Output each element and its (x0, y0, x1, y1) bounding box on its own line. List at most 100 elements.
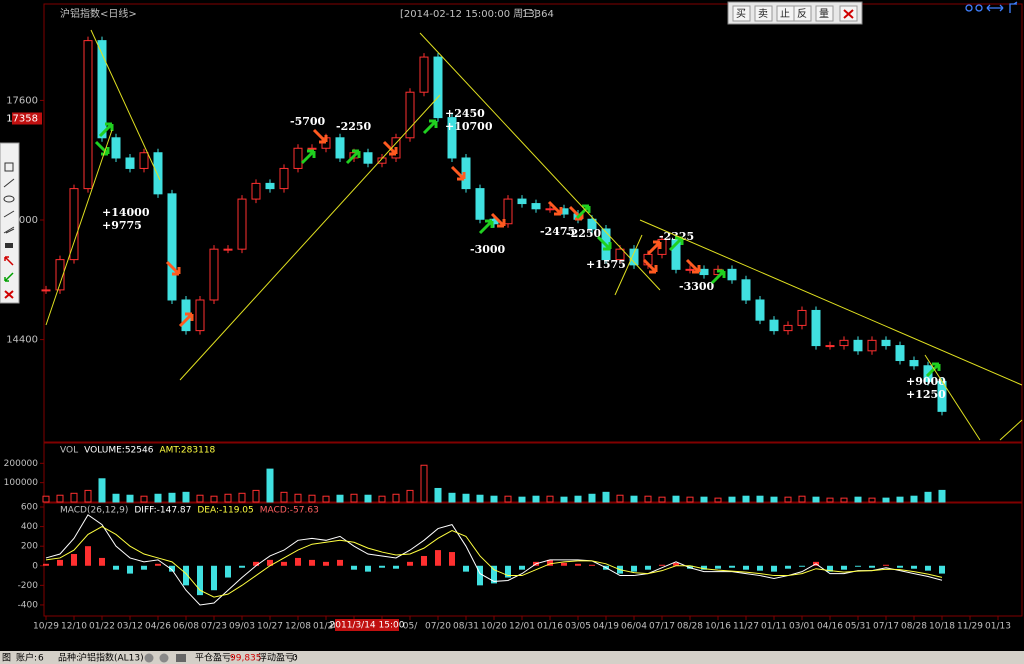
trade-label: -2250 (566, 227, 602, 240)
trade-label: +9775 (102, 219, 142, 232)
x-tick-label: 06/04 (621, 622, 647, 632)
buy-label[interactable]: 买 (736, 8, 746, 20)
volume-bar (350, 493, 358, 503)
minus-button[interactable] (144, 653, 154, 663)
tool-delete[interactable] (4, 290, 14, 299)
volume-bar (84, 489, 92, 503)
y-tick-label: 16000 (6, 215, 38, 226)
macd-bar (757, 565, 763, 571)
volume-bar (420, 464, 428, 503)
volume-label[interactable]: 量 (819, 8, 829, 20)
trade-arrow (382, 140, 398, 156)
tool-buy-arrow[interactable] (4, 272, 14, 282)
trade-label: +1575 (586, 258, 626, 271)
zoom-icons[interactable] (965, 1, 1018, 13)
candle (125, 157, 135, 169)
volume-bar (630, 495, 638, 503)
legend-item: DIFF:-147.87 (134, 506, 191, 516)
zoom-out[interactable] (975, 4, 983, 12)
account-value[interactable]: 6 (38, 654, 44, 664)
x-tick-label: 10/16 (705, 622, 731, 632)
tool-sell-arrow[interactable] (4, 256, 14, 266)
trade-label: -2250 (336, 120, 372, 133)
macd-bar (841, 565, 847, 570)
symbol-label: 品种: (58, 652, 79, 664)
macd-bar (239, 565, 245, 568)
candle (363, 152, 373, 164)
trade-arrow (450, 165, 466, 181)
view-button[interactable] (176, 654, 186, 662)
pan-icon[interactable] (986, 4, 1004, 12)
volume-button[interactable] (815, 5, 834, 22)
x-tick-label: 01/16 (537, 622, 563, 632)
macd-bar (869, 565, 875, 568)
buy-button[interactable] (732, 5, 751, 22)
macd-bar (925, 565, 931, 571)
volume-bar (602, 491, 610, 503)
macd-bar (547, 559, 553, 566)
macd-bar (309, 559, 315, 566)
y-tick-label: 17600 (6, 95, 38, 106)
drawing-toolbar (0, 142, 20, 304)
trade-arrow (646, 240, 662, 256)
legend-item: MACD(26,12,9) (60, 506, 128, 516)
trade-arrow (596, 235, 612, 251)
macd-bar (715, 565, 721, 569)
candle (825, 345, 835, 348)
volume-bar (308, 494, 316, 503)
candle (657, 238, 667, 255)
macd-bar (939, 565, 945, 574)
macd-bar (197, 565, 203, 596)
volume-bar (588, 493, 596, 503)
x-tick-label: 05/31 (845, 622, 871, 632)
x-tick-label: 10/20 (481, 622, 507, 632)
volume-bar (756, 495, 764, 503)
jump-icon[interactable] (1009, 1, 1018, 13)
tool-channel[interactable] (3, 226, 15, 234)
macd-bar (855, 565, 861, 567)
volume-bar (294, 493, 302, 503)
closed-pnl-label: 平仓盈亏: (195, 652, 234, 664)
macd-bar (897, 565, 903, 568)
zoom-in[interactable] (965, 4, 973, 12)
candle (55, 259, 65, 291)
y-tick-label: -200 (18, 581, 39, 591)
candle (811, 309, 821, 347)
volume-bar (532, 495, 540, 503)
candle (69, 188, 79, 261)
macd-bar (911, 565, 917, 569)
stop-label[interactable]: 止 (780, 8, 790, 20)
trade-arrow (98, 122, 114, 138)
tool-fill[interactable] (5, 243, 13, 248)
trend-line (614, 234, 643, 296)
x-tick-label: 10/18 (929, 622, 955, 632)
tool-ray[interactable] (3, 210, 15, 218)
sell-label[interactable]: 卖 (758, 8, 768, 20)
status-prefix: 图 (2, 653, 11, 664)
macd-bar (393, 565, 399, 569)
macd-bar (477, 565, 483, 586)
candle (83, 40, 93, 190)
volume-bar (798, 495, 806, 503)
candle (447, 117, 457, 159)
reverse-button[interactable] (793, 5, 812, 22)
macd-line (45, 526, 943, 598)
reverse-label[interactable]: 反 (797, 8, 807, 20)
tool-line[interactable] (3, 178, 15, 188)
tool-rect[interactable] (4, 162, 14, 172)
symbol-value[interactable]: 沪铝指数(AL13) (78, 652, 144, 664)
macd-bar (57, 559, 63, 566)
macd-bar (99, 557, 105, 566)
plus-button[interactable] (159, 653, 169, 663)
x-tick-label: 05/ (403, 622, 418, 632)
candle (699, 268, 709, 276)
macd-panel (43, 502, 1023, 617)
volume-bar (266, 468, 274, 503)
trade-arrow (925, 362, 941, 378)
trade-arrow (300, 149, 316, 165)
tool-ellipse[interactable] (3, 195, 15, 203)
sell-button[interactable] (754, 5, 773, 22)
volume-bar (336, 494, 344, 503)
price-panel (43, 3, 1023, 443)
macd-bar (435, 550, 441, 566)
